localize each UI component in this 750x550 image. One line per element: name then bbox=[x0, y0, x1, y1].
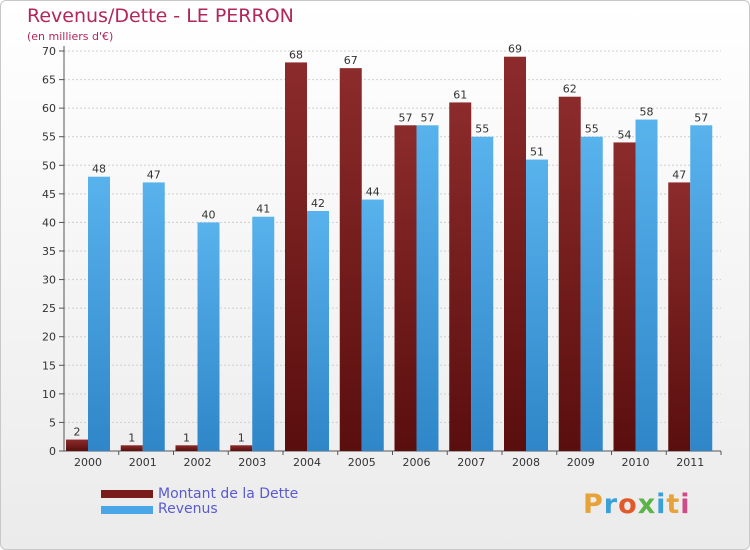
x-tick-label: 2002 bbox=[184, 456, 212, 469]
revenue-value-label: 40 bbox=[202, 208, 216, 221]
revenue-bar bbox=[690, 125, 713, 452]
debt-value-label: 1 bbox=[128, 431, 135, 444]
revenue-value-label: 51 bbox=[530, 146, 544, 159]
revenue-bar bbox=[471, 136, 494, 451]
chart-subtitle: (en milliers d'€) bbox=[27, 30, 114, 43]
debt-bar bbox=[558, 96, 581, 451]
y-tick-label: 35 bbox=[42, 245, 56, 258]
debt-bar bbox=[230, 445, 253, 451]
debt-bar bbox=[285, 62, 307, 452]
debt-bar bbox=[668, 182, 691, 451]
debt-value-label: 69 bbox=[508, 43, 522, 56]
revenue-bar bbox=[580, 136, 603, 451]
y-tick-label: 20 bbox=[42, 331, 56, 344]
y-tick-label: 60 bbox=[42, 102, 56, 115]
debt-value-label: 68 bbox=[289, 48, 303, 61]
x-tick-label: 2007 bbox=[457, 456, 485, 469]
legend-label-debt: Montant de la Dette bbox=[158, 486, 299, 502]
y-tick-label: 15 bbox=[42, 359, 56, 372]
debt-value-label: 47 bbox=[672, 168, 686, 181]
revenue-bar bbox=[88, 176, 110, 451]
x-tick-label: 2005 bbox=[348, 456, 376, 469]
debt-value-label: 67 bbox=[344, 54, 358, 67]
y-tick-label: 40 bbox=[42, 216, 56, 229]
x-tick-label: 2003 bbox=[238, 456, 266, 469]
y-tick-label: 10 bbox=[42, 388, 56, 401]
y-tick-label: 30 bbox=[42, 274, 56, 287]
debt-value-label: 1 bbox=[183, 431, 190, 444]
x-tick-label: 2010 bbox=[622, 456, 650, 469]
revenue-value-label: 48 bbox=[92, 163, 106, 176]
x-tick-label: 2011 bbox=[676, 456, 704, 469]
revenue-value-label: 42 bbox=[311, 197, 325, 210]
chart-title: Revenus/Dette - LE PERRON bbox=[27, 5, 294, 27]
x-tick-label: 2004 bbox=[293, 456, 321, 469]
revenue-bar bbox=[307, 211, 329, 451]
debt-value-label: 62 bbox=[563, 83, 577, 96]
y-tick-label: 25 bbox=[42, 302, 56, 315]
revenue-bar bbox=[252, 216, 275, 451]
revenue-value-label: 41 bbox=[256, 203, 270, 216]
revenue-value-label: 55 bbox=[475, 123, 489, 136]
debt-value-label: 54 bbox=[618, 128, 632, 141]
legend-label-revenue: Revenus bbox=[158, 501, 218, 517]
revenue-value-label: 57 bbox=[694, 111, 708, 124]
y-tick-label: 5 bbox=[49, 416, 56, 429]
proxiti-logo: Proxiti bbox=[583, 489, 691, 520]
y-tick-label: 65 bbox=[42, 74, 56, 87]
debt-bar bbox=[504, 56, 526, 451]
legend-swatch-revenue bbox=[101, 506, 153, 514]
revenue-bar bbox=[142, 182, 165, 451]
x-tick-label: 2009 bbox=[567, 456, 595, 469]
debt-value-label: 61 bbox=[453, 88, 467, 101]
revenue-value-label: 57 bbox=[421, 111, 435, 124]
debt-value-label: 2 bbox=[74, 426, 81, 439]
revenue-bar bbox=[197, 222, 220, 451]
legend-swatch-debt bbox=[101, 490, 153, 498]
debt-bar bbox=[120, 445, 143, 451]
debt-value-label: 57 bbox=[399, 111, 413, 124]
revenue-bar bbox=[526, 159, 548, 452]
revenue-bar bbox=[361, 199, 384, 451]
x-tick-label: 2008 bbox=[512, 456, 540, 469]
x-tick-label: 2006 bbox=[403, 456, 431, 469]
revenue-value-label: 58 bbox=[640, 106, 654, 119]
revenue-value-label: 47 bbox=[147, 168, 161, 181]
x-tick-label: 2001 bbox=[129, 456, 157, 469]
x-tick-label: 2000 bbox=[74, 456, 102, 469]
revenue-bar bbox=[635, 119, 658, 452]
debt-bar bbox=[66, 439, 88, 451]
y-tick-label: 55 bbox=[42, 131, 56, 144]
debt-bar bbox=[339, 68, 362, 452]
debt-bar bbox=[394, 125, 417, 452]
y-tick-label: 70 bbox=[42, 45, 56, 58]
revenue-value-label: 55 bbox=[585, 123, 599, 136]
y-tick-label: 50 bbox=[42, 159, 56, 172]
revenue-value-label: 44 bbox=[366, 186, 380, 199]
revenue-bar bbox=[416, 125, 439, 452]
debt-bar bbox=[175, 445, 198, 451]
debt-bar bbox=[613, 142, 636, 451]
y-tick-label: 45 bbox=[42, 188, 56, 201]
debt-value-label: 1 bbox=[238, 431, 245, 444]
y-tick-label: 0 bbox=[49, 445, 56, 458]
debt-bar bbox=[449, 102, 472, 451]
